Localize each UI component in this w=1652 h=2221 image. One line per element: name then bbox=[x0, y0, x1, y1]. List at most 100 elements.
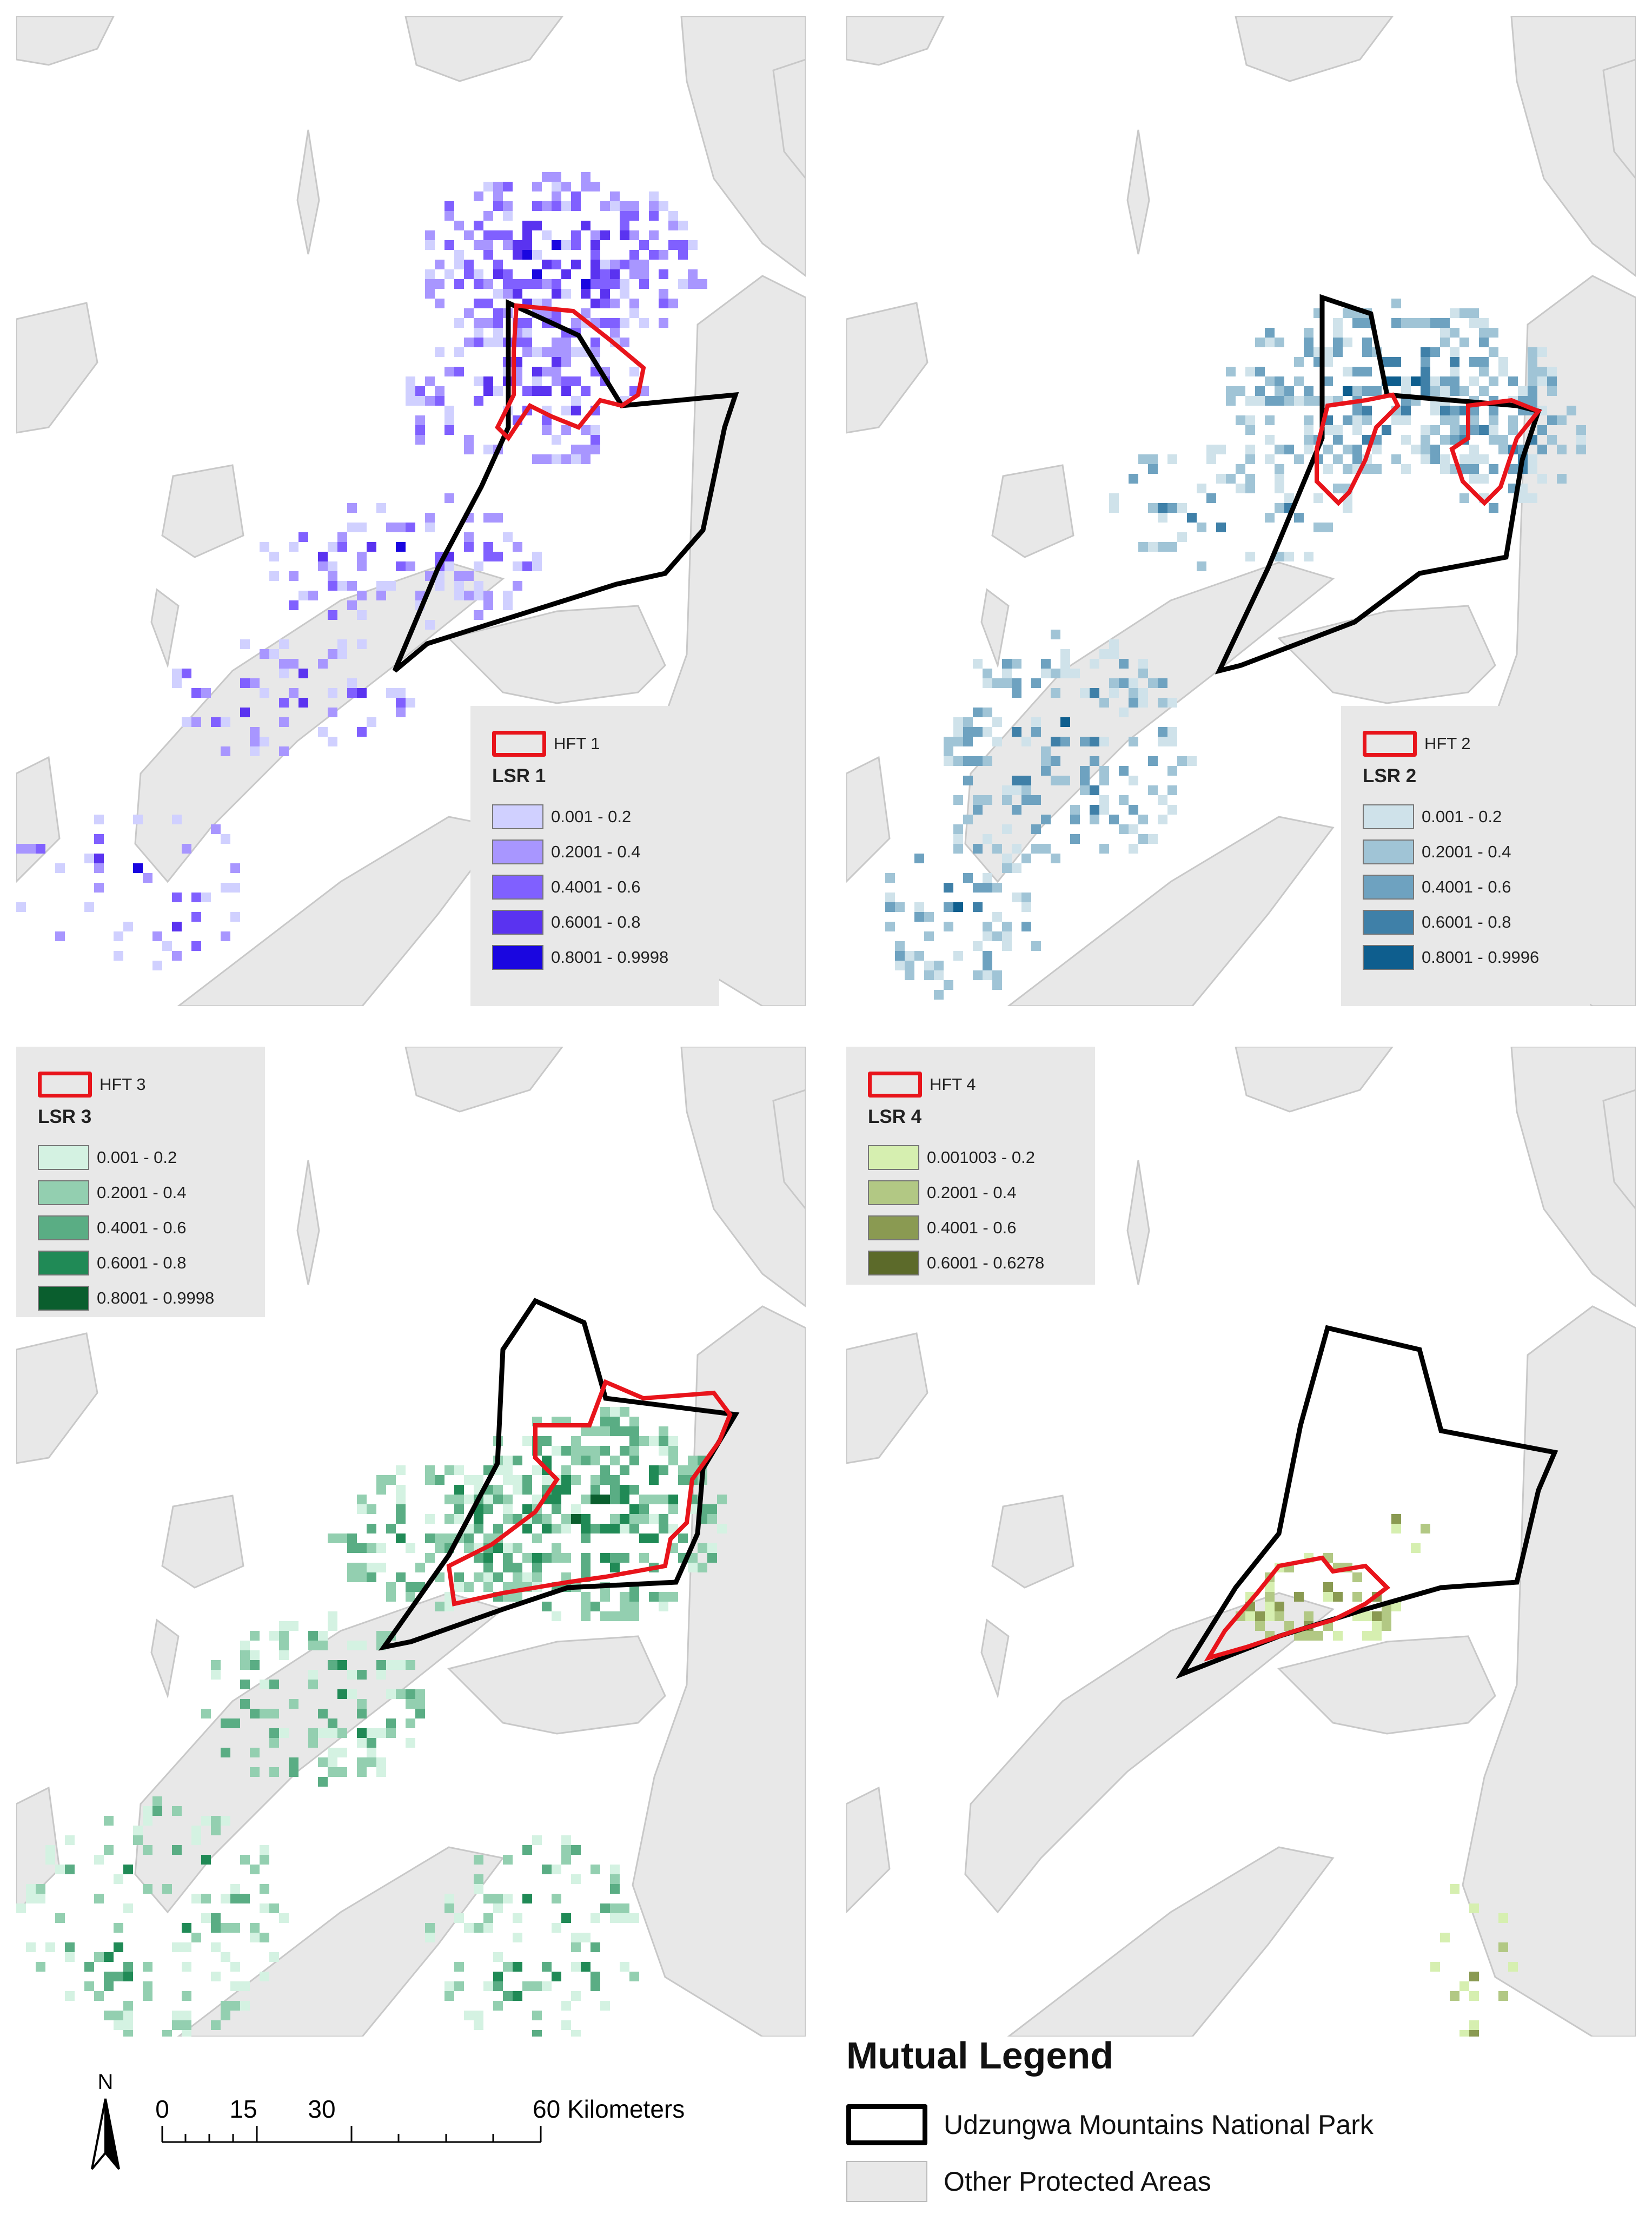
raster-cell bbox=[581, 1456, 591, 1465]
raster-cell bbox=[1469, 454, 1479, 464]
raster-cell bbox=[1031, 795, 1041, 805]
raster-cell bbox=[620, 211, 629, 221]
protected-area-polygon bbox=[1126, 1160, 1150, 1285]
raster-cell bbox=[435, 386, 444, 396]
raster-cell bbox=[1245, 425, 1255, 435]
raster-cell bbox=[483, 279, 493, 289]
raster-cell bbox=[1391, 454, 1401, 464]
raster-cell bbox=[1362, 1611, 1372, 1621]
panel-legend: HFT 2 LSR 2 0.001 - 0.2 0.2001 - 0.4 0.400… bbox=[1341, 706, 1590, 1006]
raster-cell bbox=[250, 1748, 260, 1757]
raster-cell bbox=[1352, 415, 1362, 425]
raster-cell bbox=[444, 406, 454, 415]
raster-cell bbox=[983, 834, 992, 844]
scale-ticks bbox=[161, 2126, 542, 2143]
legend-class-row: 0.4001 - 0.6 bbox=[1363, 874, 1511, 901]
raster-cell bbox=[386, 523, 396, 532]
raster-cell bbox=[522, 347, 532, 357]
raster-cell bbox=[924, 931, 934, 941]
raster-cell bbox=[308, 591, 318, 600]
legend-class-row: 0.6001 - 0.8 bbox=[1363, 909, 1511, 936]
raster-cell bbox=[182, 844, 191, 854]
raster-cell bbox=[620, 1592, 629, 1602]
raster-cell bbox=[1440, 376, 1450, 386]
raster-cell bbox=[289, 1621, 298, 1631]
raster-cell bbox=[629, 308, 639, 318]
raster-cell bbox=[1021, 776, 1031, 785]
raster-cell bbox=[230, 1923, 240, 1933]
raster-cell bbox=[668, 1495, 678, 1504]
raster-cell bbox=[493, 1981, 503, 1991]
raster-cell bbox=[444, 1514, 454, 1524]
lsr-raster bbox=[16, 1407, 727, 2037]
raster-cell bbox=[561, 1845, 571, 1855]
protected-area-polygon bbox=[1235, 16, 1394, 82]
raster-cell bbox=[357, 610, 367, 620]
raster-cell bbox=[610, 1514, 620, 1524]
raster-cell bbox=[454, 1913, 464, 1923]
legend-class-label: 0.6001 - 0.6278 bbox=[927, 1253, 1045, 1272]
raster-cell bbox=[1459, 338, 1469, 347]
raster-cell bbox=[1167, 737, 1177, 746]
protected-area-polygon bbox=[296, 1160, 320, 1285]
raster-cell bbox=[114, 1972, 123, 1981]
raster-cell bbox=[678, 240, 688, 250]
raster-cell bbox=[914, 951, 924, 961]
raster-cell bbox=[659, 201, 668, 211]
raster-cell bbox=[1294, 376, 1304, 386]
raster-cell bbox=[659, 289, 668, 299]
raster-cell bbox=[513, 1913, 522, 1923]
raster-cell bbox=[532, 386, 542, 396]
raster-cell bbox=[581, 1514, 591, 1524]
raster-cell bbox=[318, 552, 328, 561]
raster-cell bbox=[1245, 396, 1255, 406]
raster-cell bbox=[571, 240, 581, 250]
legend-hft-row: HFT 3 bbox=[38, 1071, 146, 1098]
raster-cell bbox=[230, 1718, 240, 1728]
raster-cell bbox=[474, 1475, 483, 1485]
raster-cell bbox=[386, 1689, 396, 1699]
raster-cell bbox=[678, 1465, 688, 1475]
raster-cell bbox=[1041, 756, 1051, 766]
raster-cell bbox=[1333, 425, 1343, 435]
raster-cell bbox=[1255, 367, 1265, 376]
raster-cell bbox=[1090, 805, 1099, 815]
raster-cell bbox=[581, 386, 591, 396]
raster-cell bbox=[503, 1495, 513, 1504]
raster-cell bbox=[1284, 386, 1294, 396]
raster-cell bbox=[973, 902, 983, 912]
raster-cell bbox=[201, 1913, 211, 1923]
raster-cell bbox=[600, 1426, 610, 1436]
raster-cell bbox=[425, 513, 435, 523]
raster-cell bbox=[1021, 785, 1031, 795]
raster-cell bbox=[905, 951, 914, 961]
raster-cell bbox=[406, 1582, 415, 1592]
hft-outline-a bbox=[1315, 392, 1401, 506]
raster-cell bbox=[464, 2011, 474, 2020]
raster-cell bbox=[347, 581, 357, 591]
raster-cell bbox=[444, 269, 454, 279]
raster-cell bbox=[561, 2020, 571, 2030]
legend-lsr-title: LSR 2 bbox=[1363, 765, 1417, 786]
map-panel-lsr4: HFT 4 LSR 4 0.001003 - 0.2 0.2001 - 0.4 0.… bbox=[846, 1047, 1636, 2037]
legend-class-label: 0.4001 - 0.6 bbox=[927, 1218, 1017, 1237]
raster-cell bbox=[513, 289, 522, 299]
raster-cell bbox=[1060, 737, 1070, 746]
raster-cell bbox=[698, 1543, 707, 1553]
legend-hft-row: HFT 2 bbox=[1363, 730, 1471, 757]
raster-cell bbox=[1245, 415, 1255, 425]
raster-cell bbox=[591, 1981, 600, 1991]
raster-cell bbox=[474, 610, 483, 620]
raster-cell bbox=[396, 1572, 406, 1582]
raster-cell bbox=[1450, 435, 1459, 445]
raster-cell bbox=[357, 561, 367, 571]
raster-cell bbox=[201, 893, 211, 902]
raster-cell bbox=[522, 1485, 532, 1495]
raster-cell bbox=[1002, 922, 1012, 931]
raster-cell bbox=[610, 1524, 620, 1533]
raster-cell bbox=[123, 1903, 133, 1913]
raster-cell bbox=[1012, 727, 1021, 737]
raster-cell bbox=[1459, 386, 1469, 396]
protected-area-polygon bbox=[447, 605, 666, 704]
raster-cell bbox=[1304, 396, 1313, 406]
